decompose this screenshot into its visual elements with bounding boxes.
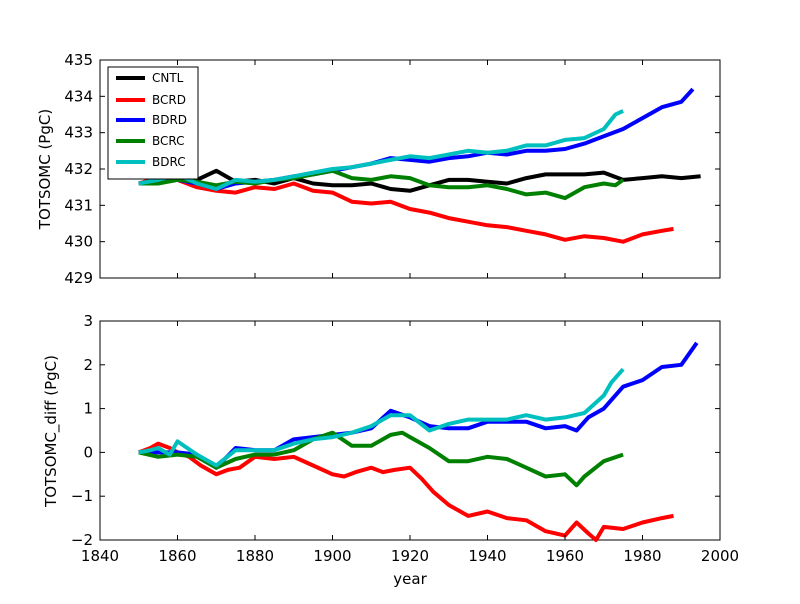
bottom-series-line-bdrc: [138, 367, 625, 468]
bottom-axes-group: −2 −1 0 1 2 3 1840 1860 1880 1900 1920 1940 1960 1980…: [71, 312, 739, 565]
x-tick-label: 1840: [81, 547, 119, 565]
bottom-series-group: [138, 341, 699, 542]
legend-label-bdrc: BDRC: [152, 155, 186, 169]
legend-label-cntl: CNTL: [152, 71, 184, 85]
top-series-line-bdrd: [138, 87, 695, 191]
legend-label-bcrc: BCRC: [152, 134, 185, 148]
top-y-axis-label: TOTSOMC (PgC): [36, 109, 54, 230]
x-tick-label: 1920: [391, 547, 429, 565]
x-tick-label: 2000: [701, 547, 739, 565]
bottom-y-tick-label: 0: [83, 443, 93, 461]
legend-label-bcrd: BCRD: [152, 93, 186, 107]
top-series-line-bdrc: [138, 109, 624, 191]
x-axis-label: year: [393, 570, 427, 588]
x-tick-label: 1980: [623, 547, 661, 565]
top-y-tick-label: 431: [64, 196, 93, 214]
top-series-line-cntl: [138, 168, 701, 193]
bottom-y-axis-label: TOTSOMC_diff (PgC): [42, 355, 61, 508]
top-y-tick-label: 433: [64, 124, 93, 142]
top-series-line-bcrd: [138, 172, 674, 244]
legend: CNTL BCRD BDRD BCRC BDRC: [107, 66, 199, 180]
bottom-series-line-bdrd: [138, 341, 699, 470]
top-y-tick-label: 429: [64, 269, 93, 287]
top-series-group: [138, 87, 701, 244]
top-y-tick-label: 435: [64, 51, 93, 69]
top-y-tick-label: 434: [64, 87, 93, 105]
x-tick-label: 1940: [468, 547, 506, 565]
bottom-plot-frame: [99, 320, 721, 541]
x-tick-label: 1880: [236, 547, 274, 565]
x-tick-label: 1860: [158, 547, 196, 565]
bottom-series-line-bcrc: [138, 430, 624, 488]
x-tick-label: 1900: [313, 547, 351, 565]
bottom-y-tick-label: −1: [71, 487, 93, 505]
top-axes-group: 429 430 431 432 433 434 435: [64, 51, 721, 287]
bottom-panel: −2 −1 0 1 2 3 1840 1860 1880 1900 1920 1940 1960 1980…: [42, 312, 739, 588]
bottom-y-tick-label: 3: [83, 312, 93, 330]
x-tick-label: 1960: [546, 547, 584, 565]
bottom-y-tick-label: 2: [83, 356, 93, 374]
top-y-tick-label: 432: [64, 160, 93, 178]
bottom-y-tick-label: 1: [83, 400, 93, 418]
top-panel: 429 430 431 432 433 434 435 TOTSOMC (PgC) CNTL…: [36, 51, 721, 287]
bottom-y-tick-label: −2: [71, 531, 93, 549]
legend-label-bdrd: BDRD: [152, 113, 187, 127]
top-y-tick-label: 430: [64, 233, 93, 251]
bottom-series-line-bcrd: [138, 441, 674, 542]
